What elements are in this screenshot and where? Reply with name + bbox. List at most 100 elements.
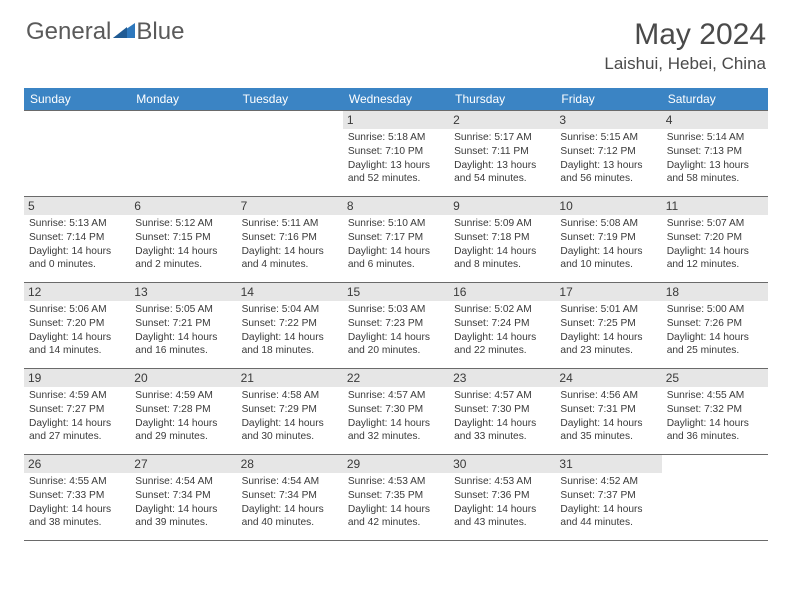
day-cell: 1 Sunrise: 5:18 AMSunset: 7:10 PMDaylight… [343,111,449,197]
day-cell: 22Sunrise: 4:57 AMSunset: 7:30 PMDayligh… [343,369,449,455]
day-cell: 2 Sunrise: 5:17 AMSunset: 7:11 PMDaylight… [449,111,555,197]
day-cell: 10 Sunrise: 5:08 AMSunset: 7:19 PMDayligh… [555,197,661,283]
day-number: 29 [343,455,449,473]
day-info: Sunrise: 5:13 AMSunset: 7:14 PMDaylight:… [29,217,125,272]
empty-cell [662,455,768,541]
day-info: Sunrise: 4:56 AMSunset: 7:31 PMDaylight:… [560,389,656,444]
day-number: 17 [555,283,661,301]
day-cell: 28Sunrise: 4:54 AMSunset: 7:34 PMDayligh… [237,455,343,541]
day-cell: 19 Sunrise: 4:59 AMSunset: 7:27 PMDayligh… [24,369,130,455]
day-info: Sunrise: 4:55 AMSunset: 7:32 PMDaylight:… [667,389,763,444]
day-info: Sunrise: 4:53 AMSunset: 7:35 PMDaylight:… [348,475,444,530]
day-info: Sunrise: 5:10 AMSunset: 7:17 PMDaylight:… [348,217,444,272]
day-cell: 18 Sunrise: 5:00 AMSunset: 7:26 PMDayligh… [662,283,768,369]
dayhead: Sunday [24,88,130,111]
dayhead: Friday [555,88,661,111]
day-cell: 11 Sunrise: 5:07 AMSunset: 7:20 PMDayligh… [662,197,768,283]
day-info: Sunrise: 4:59 AMSunset: 7:27 PMDaylight:… [29,389,125,444]
dayhead: Monday [130,88,236,111]
day-info: Sunrise: 5:03 AMSunset: 7:23 PMDaylight:… [348,303,444,358]
day-number: 27 [130,455,236,473]
location: Laishui, Hebei, China [604,54,766,74]
day-info: Sunrise: 5:02 AMSunset: 7:24 PMDaylight:… [454,303,550,358]
day-cell: 25 Sunrise: 4:55 AMSunset: 7:32 PMDayligh… [662,369,768,455]
empty-cell [130,111,236,197]
day-cell: 30 Sunrise: 4:53 AMSunset: 7:36 PMDayligh… [449,455,555,541]
day-info: Sunrise: 5:01 AMSunset: 7:25 PMDaylight:… [560,303,656,358]
day-number: 10 [555,197,661,215]
day-cell: 14Sunrise: 5:04 AMSunset: 7:22 PMDayligh… [237,283,343,369]
day-number: 6 [130,197,236,215]
day-cell: 17 Sunrise: 5:01 AMSunset: 7:25 PMDayligh… [555,283,661,369]
day-info: Sunrise: 4:57 AMSunset: 7:30 PMDaylight:… [454,389,550,444]
day-number: 2 [449,111,555,129]
day-number: 1 [343,111,449,129]
day-number: 12 [24,283,130,301]
day-info: Sunrise: 4:57 AMSunset: 7:30 PMDaylight:… [348,389,444,444]
dayhead: Saturday [662,88,768,111]
day-number: 15 [343,283,449,301]
day-number: 7 [237,197,343,215]
empty-cell [237,111,343,197]
triangle-icon [113,18,135,46]
day-cell: 16Sunrise: 5:02 AMSunset: 7:24 PMDayligh… [449,283,555,369]
day-info: Sunrise: 5:05 AMSunset: 7:21 PMDaylight:… [135,303,231,358]
header: General Blue May 2024 Laishui, Hebei, Ch… [0,0,792,82]
dayhead-row: SundayMondayTuesdayWednesdayThursdayFrid… [24,88,768,111]
dayhead: Tuesday [237,88,343,111]
day-cell: 21 Sunrise: 4:58 AMSunset: 7:29 PMDayligh… [237,369,343,455]
empty-cell [24,111,130,197]
day-cell: 31 Sunrise: 4:52 AMSunset: 7:37 PMDayligh… [555,455,661,541]
day-info: Sunrise: 5:04 AMSunset: 7:22 PMDaylight:… [242,303,338,358]
day-cell: 12 Sunrise: 5:06 AMSunset: 7:20 PMDayligh… [24,283,130,369]
day-number: 30 [449,455,555,473]
day-cell: 5 Sunrise: 5:13 AMSunset: 7:14 PMDaylight… [24,197,130,283]
calendar: SundayMondayTuesdayWednesdayThursdayFrid… [24,88,768,541]
day-info: Sunrise: 4:55 AMSunset: 7:33 PMDaylight:… [29,475,125,530]
day-number: 19 [24,369,130,387]
day-info: Sunrise: 5:08 AMSunset: 7:19 PMDaylight:… [560,217,656,272]
day-cell: 13 Sunrise: 5:05 AMSunset: 7:21 PMDayligh… [130,283,236,369]
day-cell: 7 Sunrise: 5:11 AMSunset: 7:16 PMDaylight… [237,197,343,283]
dayhead: Thursday [449,88,555,111]
day-info: Sunrise: 5:17 AMSunset: 7:11 PMDaylight:… [454,131,550,186]
day-cell: 29 Sunrise: 4:53 AMSunset: 7:35 PMDayligh… [343,455,449,541]
day-info: Sunrise: 5:07 AMSunset: 7:20 PMDaylight:… [667,217,763,272]
day-number: 23 [449,369,555,387]
day-info: Sunrise: 5:06 AMSunset: 7:20 PMDaylight:… [29,303,125,358]
day-cell: 15 Sunrise: 5:03 AMSunset: 7:23 PMDayligh… [343,283,449,369]
day-info: Sunrise: 4:52 AMSunset: 7:37 PMDaylight:… [560,475,656,530]
dayhead: Wednesday [343,88,449,111]
day-info: Sunrise: 4:54 AMSunset: 7:34 PMDaylight:… [135,475,231,530]
day-cell: 26 Sunrise: 4:55 AMSunset: 7:33 PMDayligh… [24,455,130,541]
day-info: Sunrise: 4:58 AMSunset: 7:29 PMDaylight:… [242,389,338,444]
day-cell: 8 Sunrise: 5:10 AMSunset: 7:17 PMDaylight… [343,197,449,283]
month-title: May 2024 [604,18,766,52]
day-info: Sunrise: 5:00 AMSunset: 7:26 PMDaylight:… [667,303,763,358]
day-info: Sunrise: 5:18 AMSunset: 7:10 PMDaylight:… [348,131,444,186]
day-number: 18 [662,283,768,301]
day-cell: 23 Sunrise: 4:57 AMSunset: 7:30 PMDayligh… [449,369,555,455]
day-number: 24 [555,369,661,387]
day-number: 26 [24,455,130,473]
day-cell: 4 Sunrise: 5:14 AMSunset: 7:13 PMDaylight… [662,111,768,197]
day-number: 5 [24,197,130,215]
day-number: 20 [130,369,236,387]
day-info: Sunrise: 4:53 AMSunset: 7:36 PMDaylight:… [454,475,550,530]
day-cell: 6Sunrise: 5:12 AMSunset: 7:15 PMDaylight… [130,197,236,283]
day-number: 13 [130,283,236,301]
day-number: 11 [662,197,768,215]
day-info: Sunrise: 4:54 AMSunset: 7:34 PMDaylight:… [242,475,338,530]
day-number: 25 [662,369,768,387]
day-cell: 20 Sunrise: 4:59 AMSunset: 7:28 PMDayligh… [130,369,236,455]
day-number: 4 [662,111,768,129]
day-number: 8 [343,197,449,215]
logo-text-1: General [26,18,111,46]
day-info: Sunrise: 5:11 AMSunset: 7:16 PMDaylight:… [242,217,338,272]
day-number: 21 [237,369,343,387]
day-number: 31 [555,455,661,473]
logo-text-2: Blue [136,18,184,46]
day-info: Sunrise: 4:59 AMSunset: 7:28 PMDaylight:… [135,389,231,444]
day-number: 9 [449,197,555,215]
day-info: Sunrise: 5:14 AMSunset: 7:13 PMDaylight:… [667,131,763,186]
